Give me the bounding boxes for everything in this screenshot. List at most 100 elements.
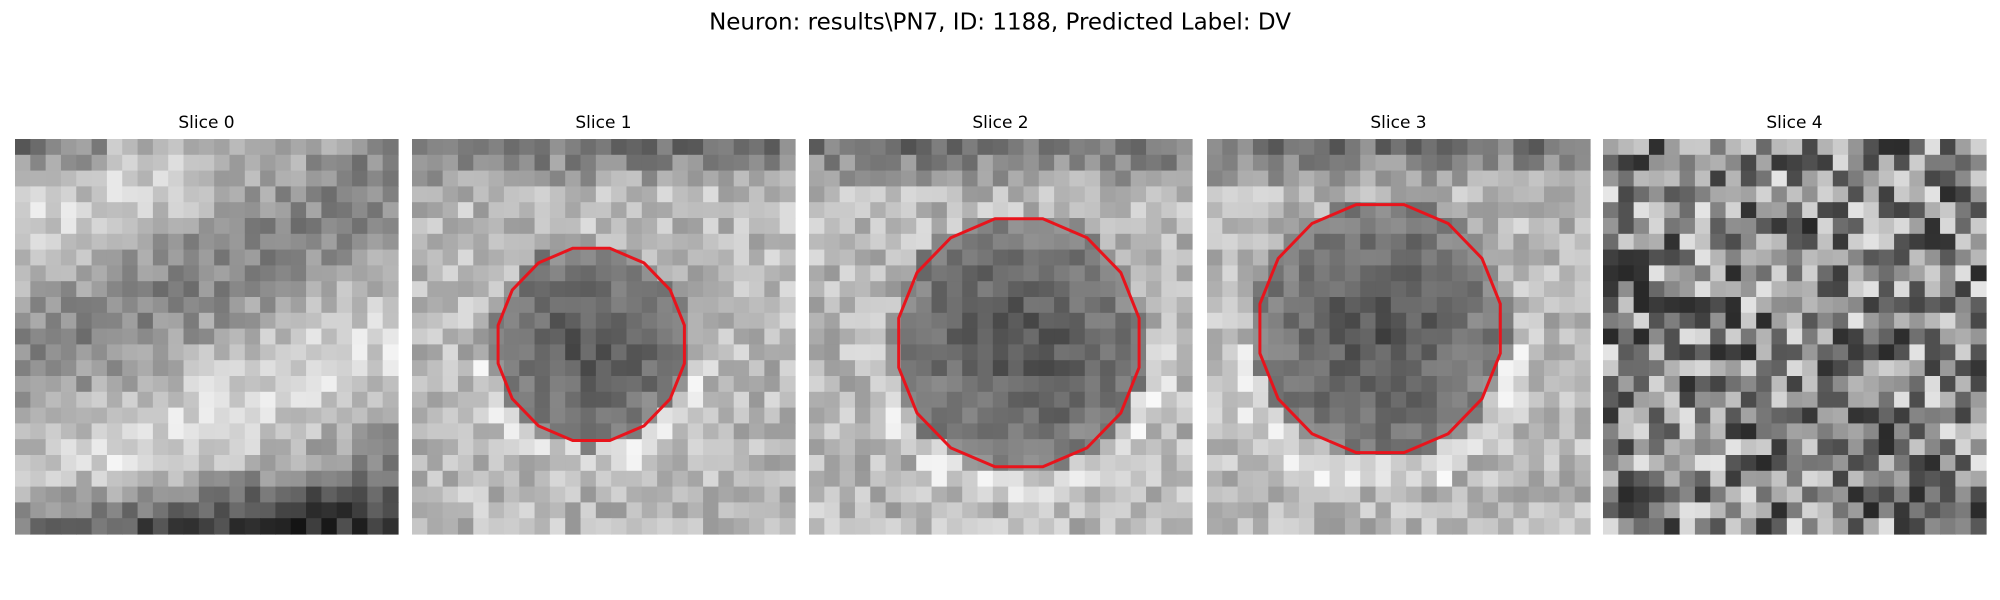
pixel <box>749 486 765 503</box>
pixel <box>168 265 185 282</box>
pixel <box>779 281 796 298</box>
pixel <box>244 186 261 203</box>
pixel <box>1771 186 1788 203</box>
pixel <box>1252 502 1269 519</box>
pixel <box>1817 439 1834 456</box>
pixel <box>718 186 735 203</box>
pixel <box>1467 139 1484 156</box>
pixel <box>1146 344 1162 361</box>
pixel <box>1894 202 1910 219</box>
pixel <box>260 328 277 345</box>
pixel <box>473 154 490 172</box>
pixel <box>1633 218 1650 235</box>
pixel <box>1618 312 1635 330</box>
pixel <box>214 154 231 172</box>
pixel <box>1756 139 1773 156</box>
pixel <box>1390 486 1407 503</box>
pixel <box>931 486 948 503</box>
pixel <box>1237 139 1254 156</box>
pixel <box>336 233 353 251</box>
pixel <box>1878 423 1895 440</box>
pixel <box>1618 297 1635 314</box>
pixel <box>657 233 674 251</box>
pixel <box>1679 154 1696 172</box>
pixel <box>1848 139 1865 156</box>
pixel <box>595 170 612 187</box>
pixel <box>1237 202 1254 219</box>
pixel <box>641 265 658 282</box>
pixel <box>60 360 77 377</box>
pixel <box>45 391 62 409</box>
pixel <box>641 139 658 156</box>
pixel <box>687 312 704 330</box>
pixel <box>1100 502 1116 519</box>
pixel <box>1360 186 1377 203</box>
pixel <box>168 154 185 172</box>
pixel <box>1069 486 1086 503</box>
pixel <box>626 360 643 377</box>
pixel <box>1786 344 1803 361</box>
pixel <box>687 376 704 393</box>
pixel <box>1421 265 1438 282</box>
pixel <box>122 186 139 203</box>
pixel <box>1237 455 1254 472</box>
pixel <box>1421 455 1438 472</box>
pixel <box>1421 233 1438 251</box>
pixel <box>687 170 704 187</box>
pixel <box>1574 455 1591 472</box>
pixel <box>764 439 781 456</box>
pixel <box>657 407 674 424</box>
pixel <box>488 170 505 187</box>
pixel <box>1406 281 1423 298</box>
pixel <box>595 376 612 393</box>
pixel <box>1832 502 1849 519</box>
pixel <box>1756 218 1773 235</box>
pixel <box>122 312 139 330</box>
pixel <box>946 170 963 187</box>
pixel <box>427 312 444 330</box>
pixel <box>45 328 62 345</box>
pixel <box>473 470 490 488</box>
pixel <box>733 376 750 393</box>
pixel <box>382 423 399 440</box>
pixel <box>336 281 353 298</box>
pixel <box>275 470 292 488</box>
pixel <box>183 170 200 187</box>
pixel <box>870 170 887 187</box>
pixel <box>1436 328 1453 345</box>
pixel <box>687 233 704 251</box>
pixel <box>183 218 200 235</box>
pixel <box>321 297 338 314</box>
pixel <box>1268 233 1285 251</box>
pixel <box>611 518 628 535</box>
pixel <box>733 518 750 535</box>
pixel <box>427 470 444 488</box>
pixel <box>1421 186 1438 203</box>
pixel <box>1390 502 1407 519</box>
pixel <box>1329 154 1346 172</box>
pixel <box>1633 297 1650 314</box>
pixel <box>1161 407 1178 424</box>
pixel <box>60 249 77 266</box>
pixel <box>931 186 948 203</box>
pixel <box>106 391 123 409</box>
pixel <box>1436 470 1453 488</box>
pixel <box>1802 376 1819 393</box>
pixel <box>1390 518 1407 535</box>
pixel <box>442 170 459 187</box>
pixel <box>1008 297 1025 314</box>
pixel <box>382 154 399 172</box>
pixel <box>885 391 902 409</box>
pixel <box>1955 139 1972 156</box>
pixel <box>45 170 62 187</box>
pixel <box>1771 249 1788 266</box>
pixel <box>1603 344 1619 361</box>
pixel <box>718 423 735 440</box>
pixel <box>336 170 353 187</box>
pixel <box>703 297 719 314</box>
pixel <box>779 391 796 409</box>
pixel <box>931 218 948 235</box>
pixel <box>1694 265 1711 282</box>
pixel <box>229 360 246 377</box>
pixel <box>488 344 505 361</box>
